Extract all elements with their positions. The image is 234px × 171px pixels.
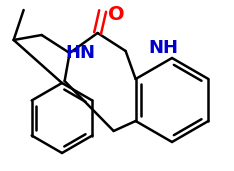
Text: NH: NH [148,39,178,57]
Text: HN: HN [65,44,95,62]
Text: O: O [108,4,124,23]
